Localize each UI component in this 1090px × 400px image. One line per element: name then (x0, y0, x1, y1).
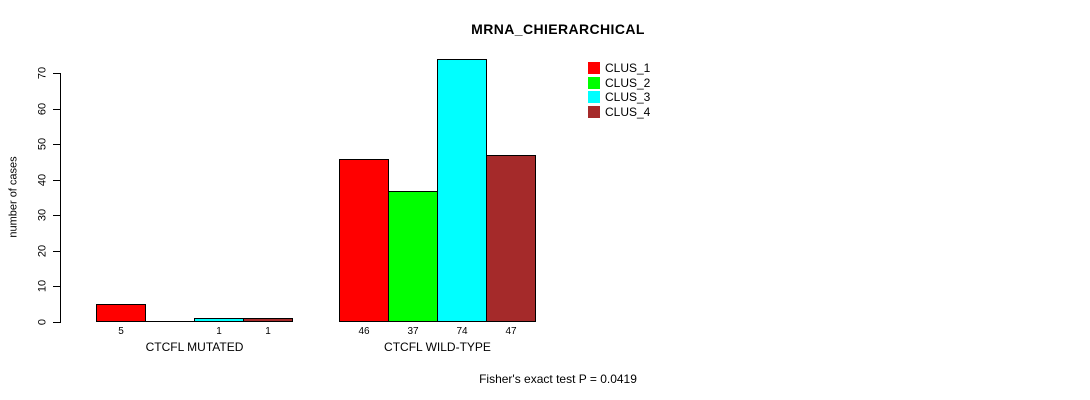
legend: CLUS_1 CLUS_2 CLUS_3 CLUS_4 (588, 62, 650, 120)
y-axis-label: number of cases (7, 156, 20, 238)
bar-clus_1-wildtype (339, 159, 389, 322)
legend-swatch-clus_3 (588, 91, 600, 103)
legend-item-clus_2: CLUS_2 (588, 75, 651, 90)
y-tick-label: 50 (36, 137, 49, 151)
legend-label: CLUS_2 (605, 75, 651, 90)
legend-item-clus_4: CLUS_4 (588, 104, 651, 119)
y-tick (53, 144, 60, 145)
bar-value-label: 1 (216, 326, 222, 337)
bar-clus_2-zero (145, 321, 195, 322)
bar-clus_3-wildtype (437, 59, 487, 322)
y-tick (53, 109, 60, 110)
x-group-label: CTCFL MUTATED (145, 340, 244, 354)
y-tick-label: 10 (36, 279, 49, 293)
y-tick (53, 180, 60, 181)
bar-clus_2-wildtype (388, 191, 438, 322)
legend-swatch-clus_2 (588, 76, 600, 89)
legend-item-clus_3: CLUS_3 (588, 91, 650, 103)
y-tick-label: 40 (36, 173, 49, 187)
bar-value-label: 74 (456, 326, 468, 337)
bar-value-label: 37 (407, 326, 419, 337)
bar-value-label: 5 (118, 326, 124, 337)
y-tick-label: 70 (36, 66, 49, 80)
bar-value-label: 47 (505, 326, 517, 337)
y-tick (53, 322, 60, 323)
y-tick (53, 73, 60, 74)
bar-clus_4-mutated (243, 318, 293, 322)
bar-value-label: 1 (265, 326, 271, 337)
y-axis-line (60, 73, 61, 323)
bar-clus_4-wildtype (486, 155, 536, 322)
legend-label: CLUS_1 (605, 61, 651, 75)
bar-clus_1-mutated (96, 304, 146, 322)
y-tick-label: 20 (36, 244, 49, 258)
bar-value-label: 46 (358, 326, 370, 337)
legend-item-clus_1: CLUS_1 (588, 62, 650, 74)
y-tick-label: 0 (36, 318, 49, 326)
y-tick-label: 30 (36, 208, 49, 222)
legend-label: CLUS_4 (605, 104, 651, 119)
y-tick (53, 251, 60, 252)
legend-swatch-clus_1 (588, 62, 600, 74)
annotation-fishers-test: Fisher's exact test P = 0.0419 (479, 372, 637, 386)
legend-swatch-clus_4 (588, 105, 600, 118)
x-group-label: CTCFL WILD-TYPE (384, 340, 491, 354)
y-tick-label: 60 (36, 102, 49, 116)
chart-title: MRNA_CHIERARCHICAL (471, 21, 645, 37)
bar-clus_3-mutated (194, 318, 244, 322)
y-tick (53, 215, 60, 216)
y-tick (53, 286, 60, 287)
legend-label: CLUS_3 (605, 90, 651, 104)
